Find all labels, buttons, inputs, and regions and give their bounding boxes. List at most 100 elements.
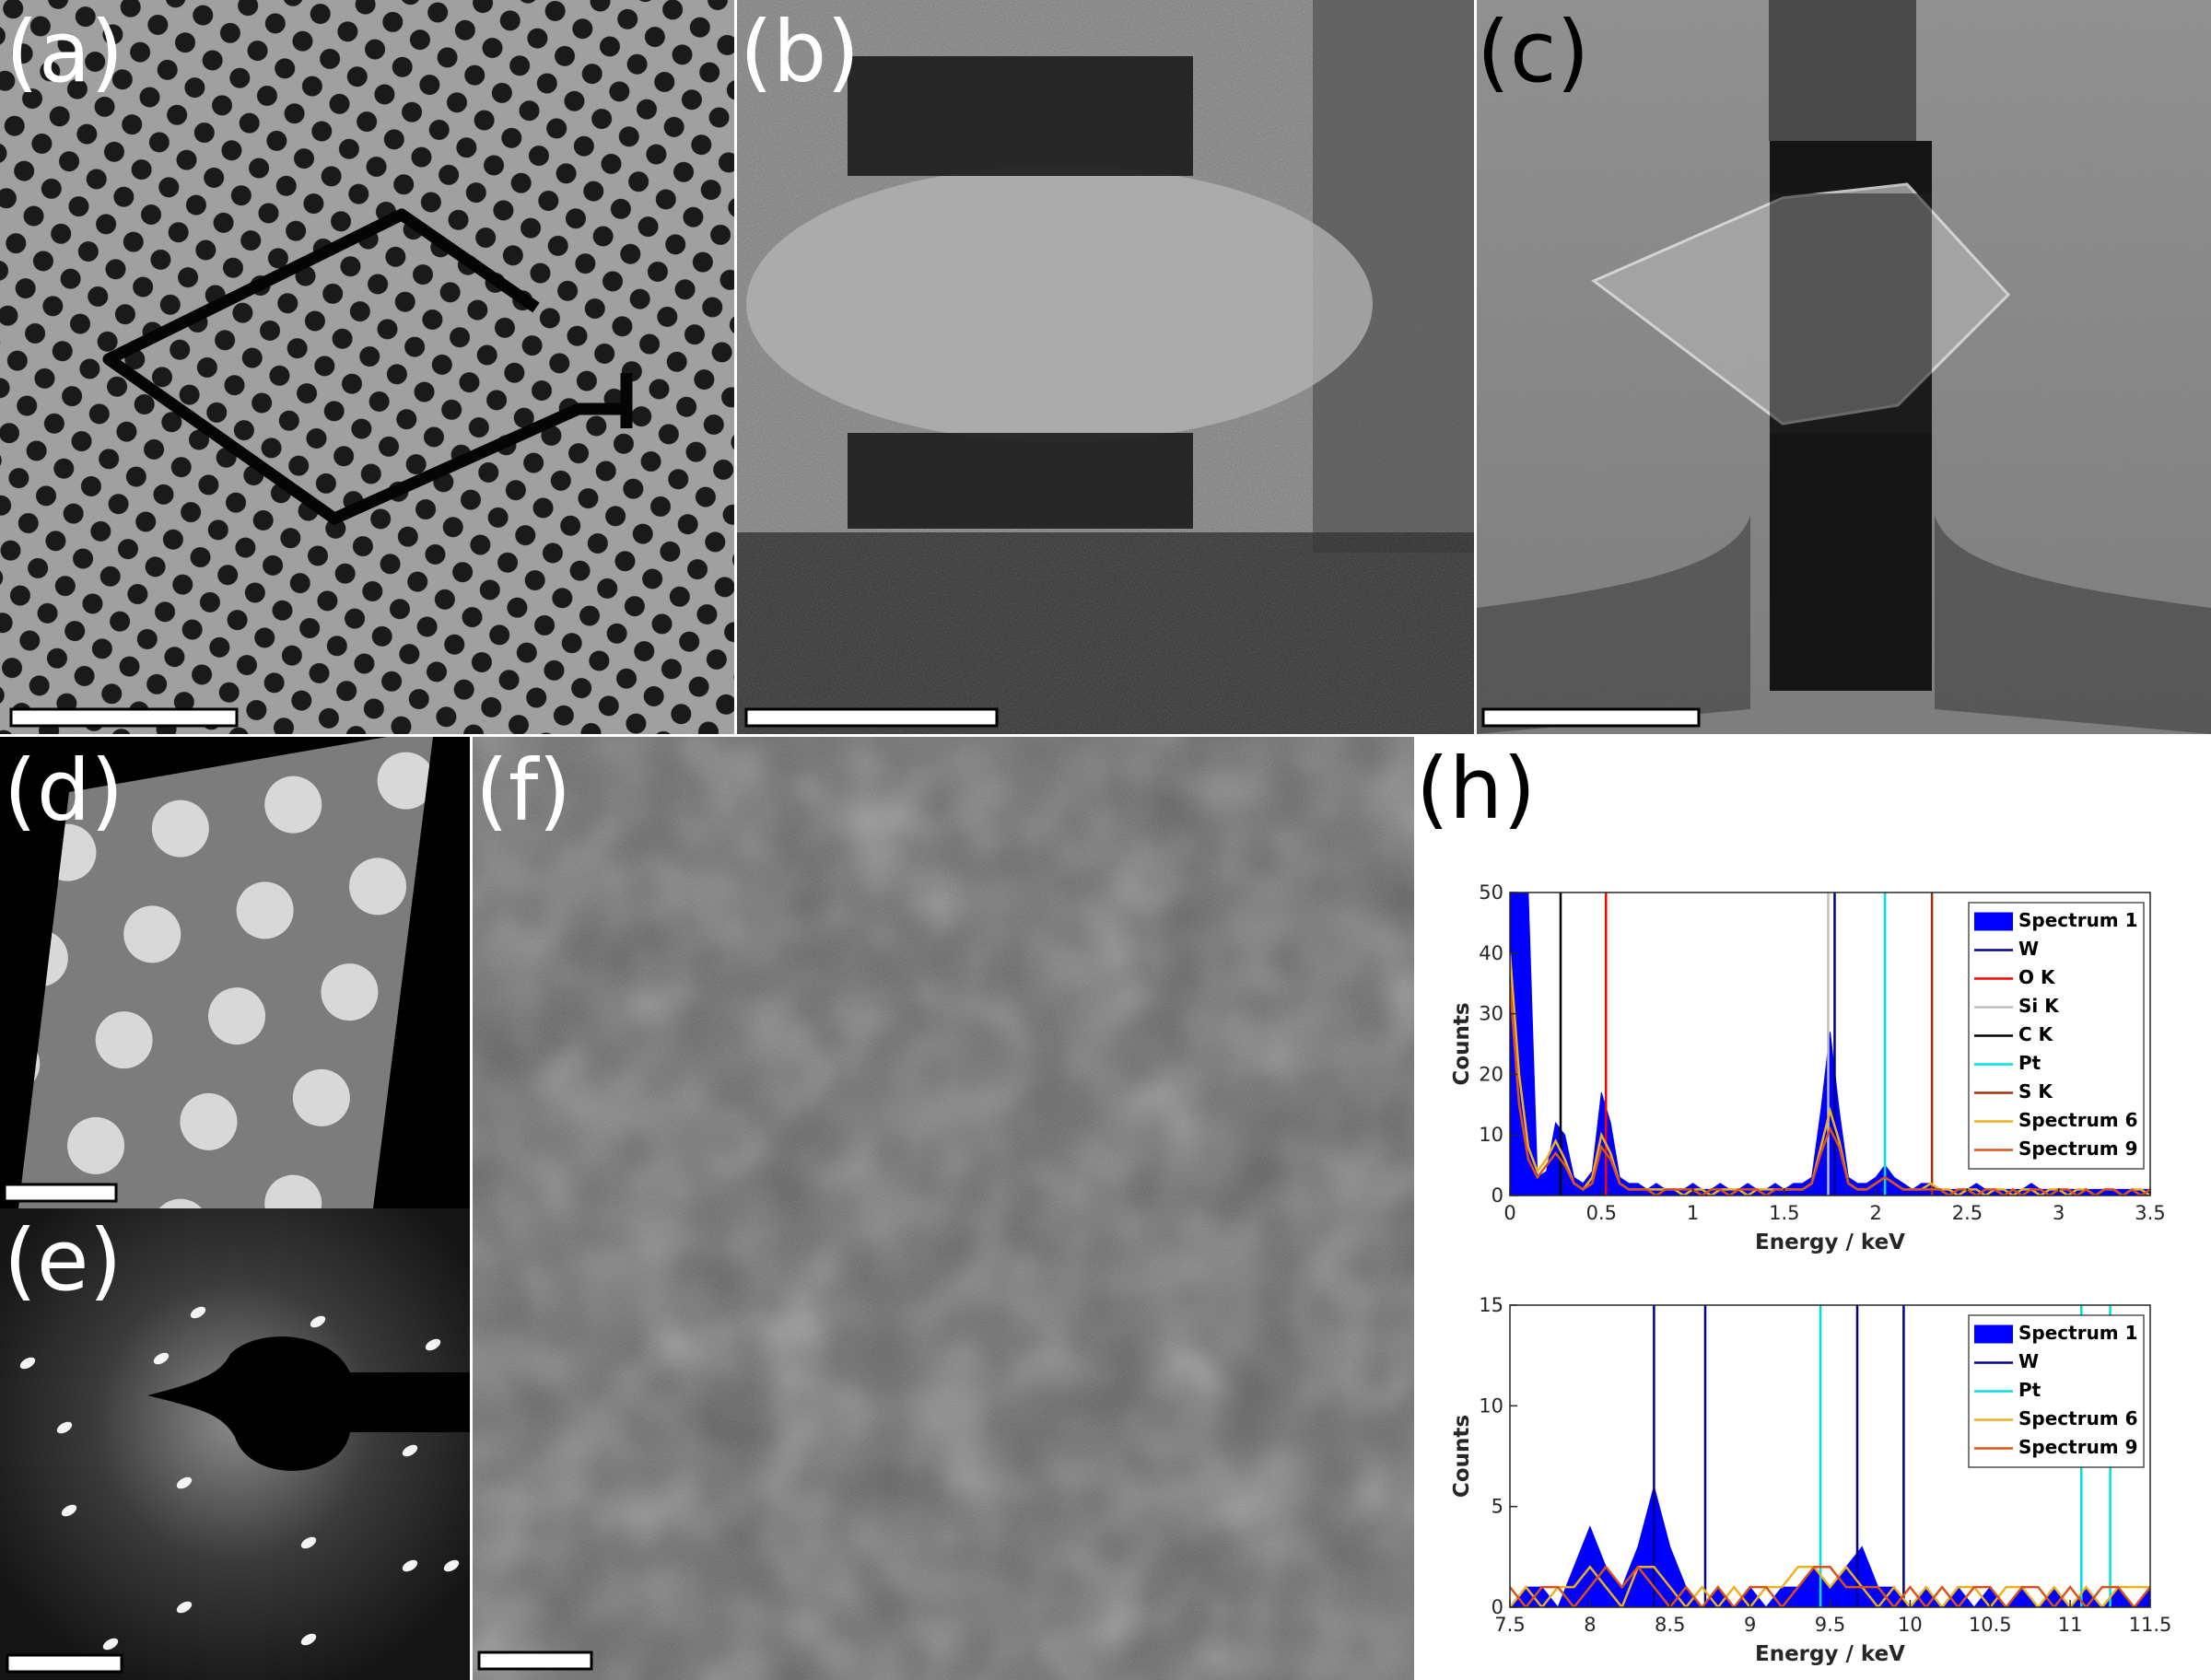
- legend-label: Spectrum 6: [2018, 1407, 2138, 1429]
- x-tick-label: 0: [1503, 1202, 1515, 1224]
- x-tick-label: 9.5: [1815, 1614, 1845, 1636]
- hole: [264, 776, 322, 834]
- hole: [349, 858, 407, 916]
- legend-label: C K: [2018, 1023, 2054, 1045]
- scale-bar: [1481, 707, 1701, 728]
- legend-label: Spectrum 6: [2018, 1109, 2138, 1131]
- chart: 0 0.5 1 1.5 2 2.5 3 3.5 0 10 20 30 40 50 Energy / keV C…: [1450, 881, 2166, 1254]
- spot: [425, 1338, 441, 1351]
- x-tick-label: 3: [2053, 1202, 2065, 1224]
- legend: Spectrum 1 W Pt Spectrum 6 Spectrum 9: [1968, 1314, 2145, 1468]
- x-tick-label: 9: [1744, 1614, 1756, 1636]
- spot: [310, 1315, 326, 1328]
- y-tick-label: 15: [1479, 1294, 1503, 1316]
- x-axis-label: Energy / keV: [1755, 1231, 1905, 1254]
- hole: [292, 1068, 350, 1126]
- hole: [208, 987, 266, 1045]
- trench: [1477, 516, 1750, 734]
- hole: [377, 752, 433, 810]
- spectrum-line: [1510, 1565, 2150, 1607]
- x-axis-label: Energy / keV: [1755, 1642, 1905, 1666]
- y-axis-label: Counts: [1450, 1002, 1474, 1085]
- legend: Spectrum 1 W O K Si K C K Pt S K Spectrum 6 Spec…: [1968, 902, 2145, 1170]
- x-tick-label: 1.5: [1769, 1202, 1799, 1224]
- spot: [176, 1476, 193, 1489]
- y-axis-label: Counts: [1450, 1415, 1474, 1498]
- lamella: [746, 166, 1373, 442]
- panel-labels: (a) (b) (c) (d) (e) (f) (h): [4, 3, 1589, 1310]
- panel-label: (b): [740, 3, 860, 101]
- scale-bar: [9, 707, 239, 728]
- dark-top: [848, 56, 1193, 176]
- legend-swatch: [1974, 912, 2013, 931]
- spot: [19, 1357, 36, 1370]
- x-tick-label: 7.5: [1494, 1614, 1525, 1636]
- legend-swatch: [1974, 1324, 2013, 1344]
- x-tick-label: 8: [1584, 1614, 1596, 1636]
- x-tick-label: 3.5: [2135, 1202, 2165, 1224]
- spot: [190, 1306, 206, 1319]
- cut-line: [102, 208, 626, 525]
- panel-label: (f): [475, 741, 571, 840]
- x-tick-label: 0.5: [1586, 1202, 1617, 1224]
- spot: [443, 1559, 460, 1572]
- axes-frame: [1509, 892, 2151, 1196]
- scale-bar: [477, 1651, 593, 1671]
- legend-label: S K: [2018, 1080, 2053, 1102]
- x-tick-label: 2: [1869, 1202, 1881, 1224]
- spot: [102, 1638, 119, 1651]
- y-tick-label: 10: [1479, 1394, 1503, 1417]
- y-tick-label: 0: [1492, 1184, 1503, 1207]
- y-tick-label: 10: [1479, 1124, 1503, 1146]
- hole: [95, 1011, 153, 1069]
- trench: [1935, 516, 2211, 734]
- legend-label: Pt: [2018, 1052, 2041, 1074]
- hole: [180, 1092, 238, 1150]
- legend-label: Si K: [2018, 995, 2060, 1017]
- x-tick-label: 11: [2058, 1614, 2083, 1636]
- y-tick-label: 0: [1492, 1596, 1503, 1618]
- x-tick-label: 10: [1898, 1614, 1923, 1636]
- hole: [321, 963, 379, 1021]
- spectrum-line: [1510, 1565, 2150, 1607]
- y-tick-label: 5: [1492, 1496, 1503, 1518]
- scale-bar: [3, 1183, 118, 1203]
- post-overlay: [1770, 193, 1932, 433]
- legend-label: Pt: [2018, 1379, 2041, 1401]
- x-tick-label: 10.5: [1969, 1614, 2012, 1636]
- plot: [1510, 1305, 2150, 1607]
- x-tick-label: 11.5: [2129, 1614, 2172, 1636]
- dark-bottom: [848, 433, 1193, 529]
- legend-label: Spectrum 9: [2018, 1138, 2138, 1160]
- spot: [176, 1601, 193, 1614]
- scale-bar: [6, 1653, 123, 1674]
- spot: [61, 1504, 77, 1517]
- plot: [1510, 892, 2150, 1196]
- hole: [67, 1116, 125, 1174]
- image-e: [0, 1208, 470, 1680]
- y-tick-label: 20: [1479, 1063, 1503, 1085]
- spectrum-line: [1510, 983, 2150, 1196]
- panel-label: (h): [1416, 740, 1536, 838]
- noise: [473, 737, 1414, 1680]
- spot: [402, 1444, 418, 1457]
- x-tick-label: 2.5: [1952, 1202, 1983, 1224]
- legend-label: W: [2018, 938, 2039, 960]
- legend-label: O K: [2018, 966, 2056, 988]
- x-tick-label: 8.5: [1655, 1614, 1685, 1636]
- panel-label: (d): [4, 741, 123, 840]
- legend-label: Spectrum 9: [2018, 1436, 2138, 1458]
- panel-label: (a): [6, 3, 123, 101]
- hole: [151, 799, 209, 858]
- hole: [236, 881, 294, 939]
- y-tick-label: 40: [1479, 942, 1503, 964]
- y-tick-label: 50: [1479, 881, 1503, 904]
- legend-label: W: [2018, 1350, 2039, 1372]
- scale-bar: [744, 707, 999, 728]
- hole: [264, 1174, 322, 1208]
- x-tick-label: 1: [1687, 1202, 1699, 1224]
- panel-label: (c): [1477, 3, 1589, 101]
